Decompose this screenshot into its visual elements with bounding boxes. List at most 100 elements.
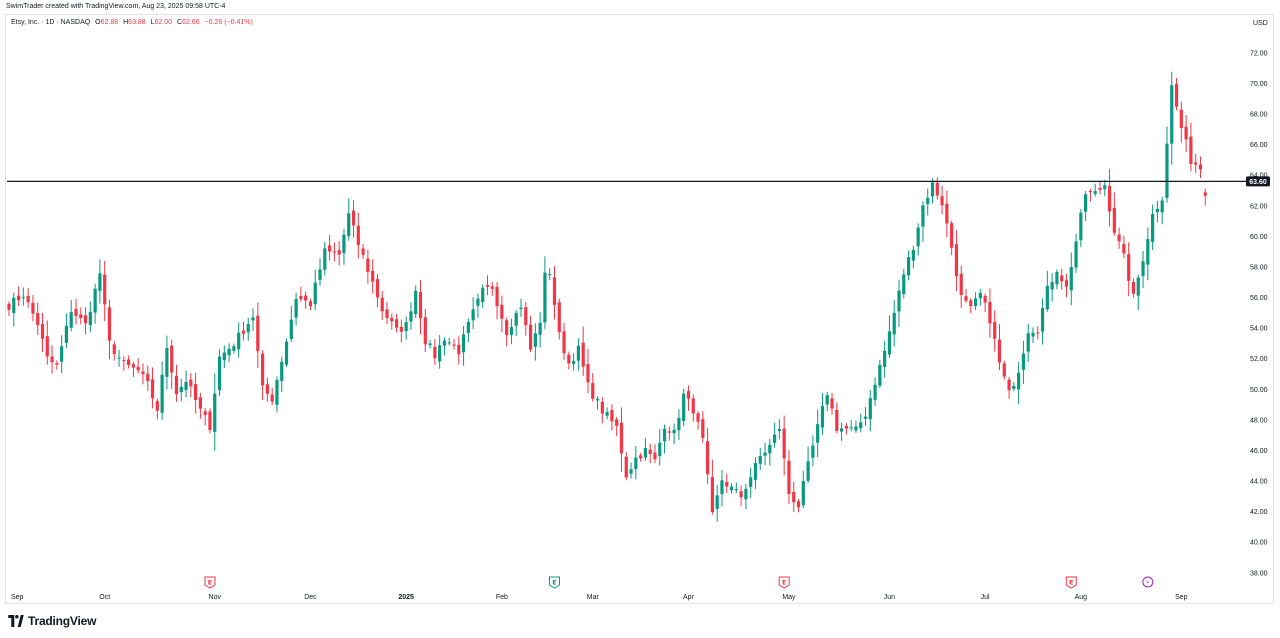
candle[interactable]: [1031, 327, 1035, 344]
candle[interactable]: [55, 360, 59, 370]
candle[interactable]: [323, 241, 327, 276]
candle[interactable]: [60, 335, 64, 374]
candle[interactable]: [318, 258, 322, 286]
candle[interactable]: [911, 245, 915, 269]
candle[interactable]: [734, 482, 738, 494]
candle[interactable]: [1007, 376, 1011, 399]
candle[interactable]: [739, 485, 743, 506]
candle[interactable]: [1136, 274, 1140, 310]
candle[interactable]: [988, 288, 992, 338]
candle[interactable]: [1117, 227, 1121, 249]
candle[interactable]: [830, 392, 834, 415]
candle[interactable]: [1012, 381, 1016, 392]
candle[interactable]: [256, 302, 260, 369]
candle[interactable]: [768, 438, 772, 466]
candle[interactable]: [782, 415, 786, 476]
candle[interactable]: [1131, 278, 1136, 298]
candle[interactable]: [835, 402, 839, 434]
candle[interactable]: [543, 256, 547, 330]
candle[interactable]: [586, 348, 590, 394]
candle[interactable]: [945, 190, 949, 238]
candle[interactable]: [514, 309, 518, 337]
symbol-legend[interactable]: Etsy, Inc. · 1D · NASDAQ O62.88 H63.88 L…: [11, 19, 253, 26]
candle[interactable]: [567, 351, 571, 370]
candle[interactable]: [50, 345, 54, 374]
candle[interactable]: [973, 292, 978, 310]
candle[interactable]: [1064, 274, 1069, 298]
candle[interactable]: [1107, 168, 1112, 227]
candle[interactable]: [839, 422, 844, 441]
candle[interactable]: [7, 301, 11, 317]
candle[interactable]: [1098, 180, 1102, 195]
candle[interactable]: [160, 361, 164, 420]
candle[interactable]: [485, 275, 490, 295]
candle[interactable]: [672, 423, 676, 445]
candle[interactable]: [1151, 204, 1155, 250]
candle[interactable]: [562, 323, 566, 360]
candle[interactable]: [208, 408, 212, 434]
candle[interactable]: [1189, 122, 1193, 172]
candle[interactable]: [1088, 188, 1093, 202]
candle[interactable]: [1184, 115, 1188, 153]
candle[interactable]: [610, 404, 614, 431]
candle[interactable]: [1203, 188, 1207, 206]
candle[interactable]: [873, 377, 877, 406]
candle[interactable]: [605, 407, 609, 420]
candle[interactable]: [930, 178, 935, 204]
candle[interactable]: [662, 424, 667, 454]
candle[interactable]: [505, 317, 509, 347]
candle[interactable]: [313, 269, 317, 310]
candle[interactable]: [552, 266, 557, 320]
candle[interactable]: [304, 291, 308, 309]
candle[interactable]: [127, 355, 131, 369]
candle[interactable]: [16, 286, 21, 307]
candle[interactable]: [619, 407, 624, 472]
candle[interactable]: [538, 312, 542, 348]
dividend-marker[interactable]: ⚡: [1142, 576, 1154, 588]
candle[interactable]: [246, 317, 250, 341]
candle[interactable]: [1103, 179, 1107, 196]
earnings-marker[interactable]: E: [204, 576, 216, 589]
candle[interactable]: [528, 315, 533, 353]
candle[interactable]: [615, 416, 619, 437]
candle[interactable]: [174, 364, 179, 402]
candle[interactable]: [21, 287, 25, 306]
candle[interactable]: [993, 310, 997, 352]
candle[interactable]: [806, 446, 810, 484]
candle[interactable]: [26, 288, 30, 308]
candle[interactable]: [1127, 242, 1131, 297]
candle[interactable]: [600, 396, 604, 424]
candle[interactable]: [1141, 251, 1145, 289]
candle[interactable]: [749, 467, 753, 499]
candle[interactable]: [112, 340, 116, 361]
candle[interactable]: [184, 370, 188, 398]
candle[interactable]: [892, 300, 896, 347]
candle[interactable]: [375, 274, 380, 308]
candle[interactable]: [878, 359, 882, 388]
candle[interactable]: [926, 188, 930, 216]
candle[interactable]: [701, 411, 705, 444]
candle[interactable]: [404, 316, 408, 340]
candle[interactable]: [438, 335, 442, 369]
candle[interactable]: [978, 288, 982, 306]
symbol-name[interactable]: Etsy, Inc. · 1D · NASDAQ: [11, 19, 91, 26]
candle[interactable]: [969, 297, 973, 314]
candle[interactable]: [433, 339, 437, 365]
candle[interactable]: [1122, 235, 1126, 259]
candle[interactable]: [40, 313, 45, 352]
earnings-marker[interactable]: E: [1065, 576, 1077, 589]
candle[interactable]: [179, 378, 183, 402]
candle[interactable]: [1084, 190, 1088, 222]
candle[interactable]: [136, 358, 140, 374]
candle[interactable]: [629, 462, 633, 479]
candle[interactable]: [792, 481, 796, 512]
candle[interactable]: [399, 319, 403, 343]
candle[interactable]: [653, 444, 657, 463]
candle[interactable]: [686, 385, 691, 411]
candle[interactable]: [744, 483, 748, 510]
candle[interactable]: [414, 285, 418, 318]
candle[interactable]: [883, 340, 887, 378]
candle[interactable]: [36, 302, 40, 335]
candle[interactable]: [921, 201, 925, 242]
